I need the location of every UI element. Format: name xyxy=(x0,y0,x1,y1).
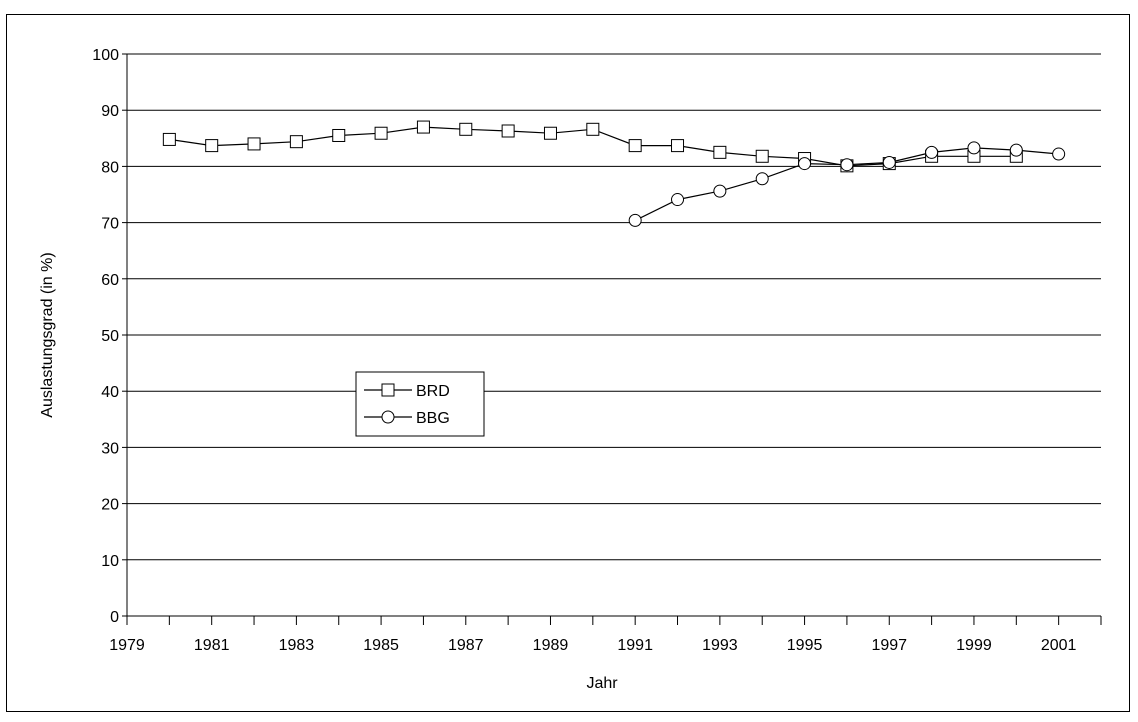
y-tick-label: 90 xyxy=(101,103,119,120)
data-point xyxy=(501,124,515,138)
legend-swatch-marker xyxy=(381,383,395,397)
y-tick-label: 20 xyxy=(101,497,119,514)
x-tick-label: 1989 xyxy=(533,637,569,654)
y-axis-ticks: 0 10 20 30 40 50 60 70 80 90 100 xyxy=(92,47,127,626)
legend-item-bbg: BBG xyxy=(364,410,450,427)
y-tick-label: 10 xyxy=(101,553,119,570)
legend-box xyxy=(355,371,485,437)
data-point xyxy=(332,128,346,142)
x-tick-label: 1981 xyxy=(194,637,230,654)
chart-frame xyxy=(6,14,1130,712)
data-point xyxy=(289,135,303,149)
x-tick-label: 1993 xyxy=(702,637,738,654)
y-tick-label: 100 xyxy=(92,47,119,64)
data-point xyxy=(840,158,854,172)
y-tick-label: 60 xyxy=(101,272,119,289)
data-point xyxy=(247,137,261,151)
data-point xyxy=(671,193,685,207)
data-point xyxy=(162,132,176,146)
data-point xyxy=(374,126,388,140)
gridlines xyxy=(127,53,1101,561)
data-point xyxy=(205,139,219,153)
series-bbg xyxy=(628,141,1066,227)
x-tick-label: 1983 xyxy=(279,637,315,654)
x-tick-label: 1991 xyxy=(617,637,653,654)
x-tick-label: 2001 xyxy=(1041,637,1077,654)
data-point xyxy=(713,145,727,159)
x-tick-label: 1985 xyxy=(363,637,399,654)
x-tick-label: 1999 xyxy=(956,637,992,654)
data-point xyxy=(1009,143,1023,157)
series-layer xyxy=(162,120,1066,227)
data-point xyxy=(755,149,769,163)
data-point xyxy=(1052,147,1066,161)
y-tick-label: 30 xyxy=(101,440,119,457)
data-point xyxy=(459,122,473,136)
data-point xyxy=(798,157,812,171)
data-point xyxy=(925,145,939,159)
legend-swatch-marker xyxy=(381,410,395,424)
y-tick-label: 0 xyxy=(110,609,119,626)
legend-label: BRD xyxy=(416,383,450,400)
y-tick-label: 70 xyxy=(101,216,119,233)
y-axis-title: Auslastungsgrad (in %) xyxy=(39,252,56,417)
data-point xyxy=(755,172,769,186)
x-axis-title: Jahr xyxy=(586,675,618,692)
data-point xyxy=(713,184,727,198)
x-tick-label: 1997 xyxy=(871,637,907,654)
data-point xyxy=(628,213,642,227)
data-point xyxy=(967,141,981,155)
legend-item-brd: BRD xyxy=(364,383,450,400)
x-axis-ticks: 1979 1981 1983 1985 1987 1989 1991 1993 1995 1997… xyxy=(109,616,1102,654)
data-point xyxy=(628,139,642,153)
data-point xyxy=(882,155,896,169)
data-point xyxy=(671,139,685,153)
y-tick-label: 40 xyxy=(101,384,119,401)
data-point xyxy=(586,122,600,136)
data-point xyxy=(543,126,557,140)
series-brd xyxy=(162,120,1023,173)
y-tick-label: 50 xyxy=(101,328,119,345)
x-tick-label: 1987 xyxy=(448,637,484,654)
legend-label: BBG xyxy=(416,410,450,427)
data-point xyxy=(416,120,430,134)
legend: BRD BBG xyxy=(355,371,485,437)
y-tick-label: 80 xyxy=(101,159,119,176)
x-tick-label: 1995 xyxy=(787,637,823,654)
x-tick-label: 1979 xyxy=(109,637,145,654)
